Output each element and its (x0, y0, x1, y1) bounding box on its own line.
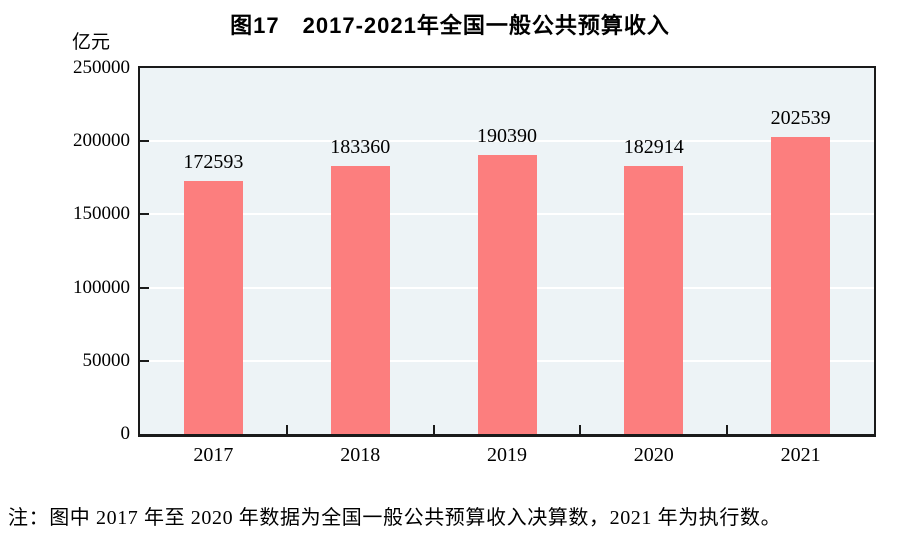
bar-2020 (624, 166, 684, 434)
bar-value-2021: 202539 (770, 107, 831, 130)
bar-2017 (183, 181, 243, 434)
bar-value-2018: 183360 (330, 135, 391, 158)
bar-value-2020: 182914 (623, 136, 684, 159)
bar-2019 (477, 155, 537, 434)
x-axis-label-2021: 2021 (780, 444, 821, 466)
x-axis-label-2017: 2017 (193, 444, 234, 466)
x-axis-label-2019: 2019 (486, 444, 527, 466)
y-axis-label-250000: 250000 (73, 57, 130, 78)
footnote: 注：图中 2017 年至 2020 年数据为全国一般公共预算收入决算数，2021… (8, 507, 782, 529)
x-axis-tick-2 (432, 425, 435, 434)
x-axis-tick-1 (285, 425, 288, 434)
x-axis-tick-3 (579, 425, 582, 434)
gridline-200000 (140, 140, 874, 143)
y-axis-unit-label: 亿元 (72, 32, 111, 53)
bar-2018 (330, 165, 390, 434)
chart-title: 图17 2017-2021年全国一般公共预算收入 (230, 13, 670, 38)
y-axis-tick-100000 (140, 286, 149, 289)
y-axis-tick-200000 (140, 140, 149, 143)
bar-2021 (771, 137, 831, 434)
x-axis-label-2018: 2018 (340, 444, 381, 466)
y-axis-label-100000: 100000 (73, 276, 130, 298)
y-axis-label-50000: 50000 (82, 349, 131, 371)
y-axis-label-0: 0 (120, 423, 131, 444)
y-axis-tick-50000 (140, 359, 149, 362)
bar-value-2017: 172593 (183, 151, 244, 174)
plot-area: 172593 183360 190390 182914 202539 (138, 66, 876, 437)
x-axis-tick-4 (726, 425, 729, 434)
y-axis-label-150000: 150000 (73, 203, 130, 225)
y-axis-label-200000: 200000 (73, 130, 130, 152)
bar-value-2019: 190390 (476, 125, 537, 148)
x-axis-label-2020: 2020 (633, 444, 674, 466)
y-axis-tick-150000 (140, 213, 149, 216)
